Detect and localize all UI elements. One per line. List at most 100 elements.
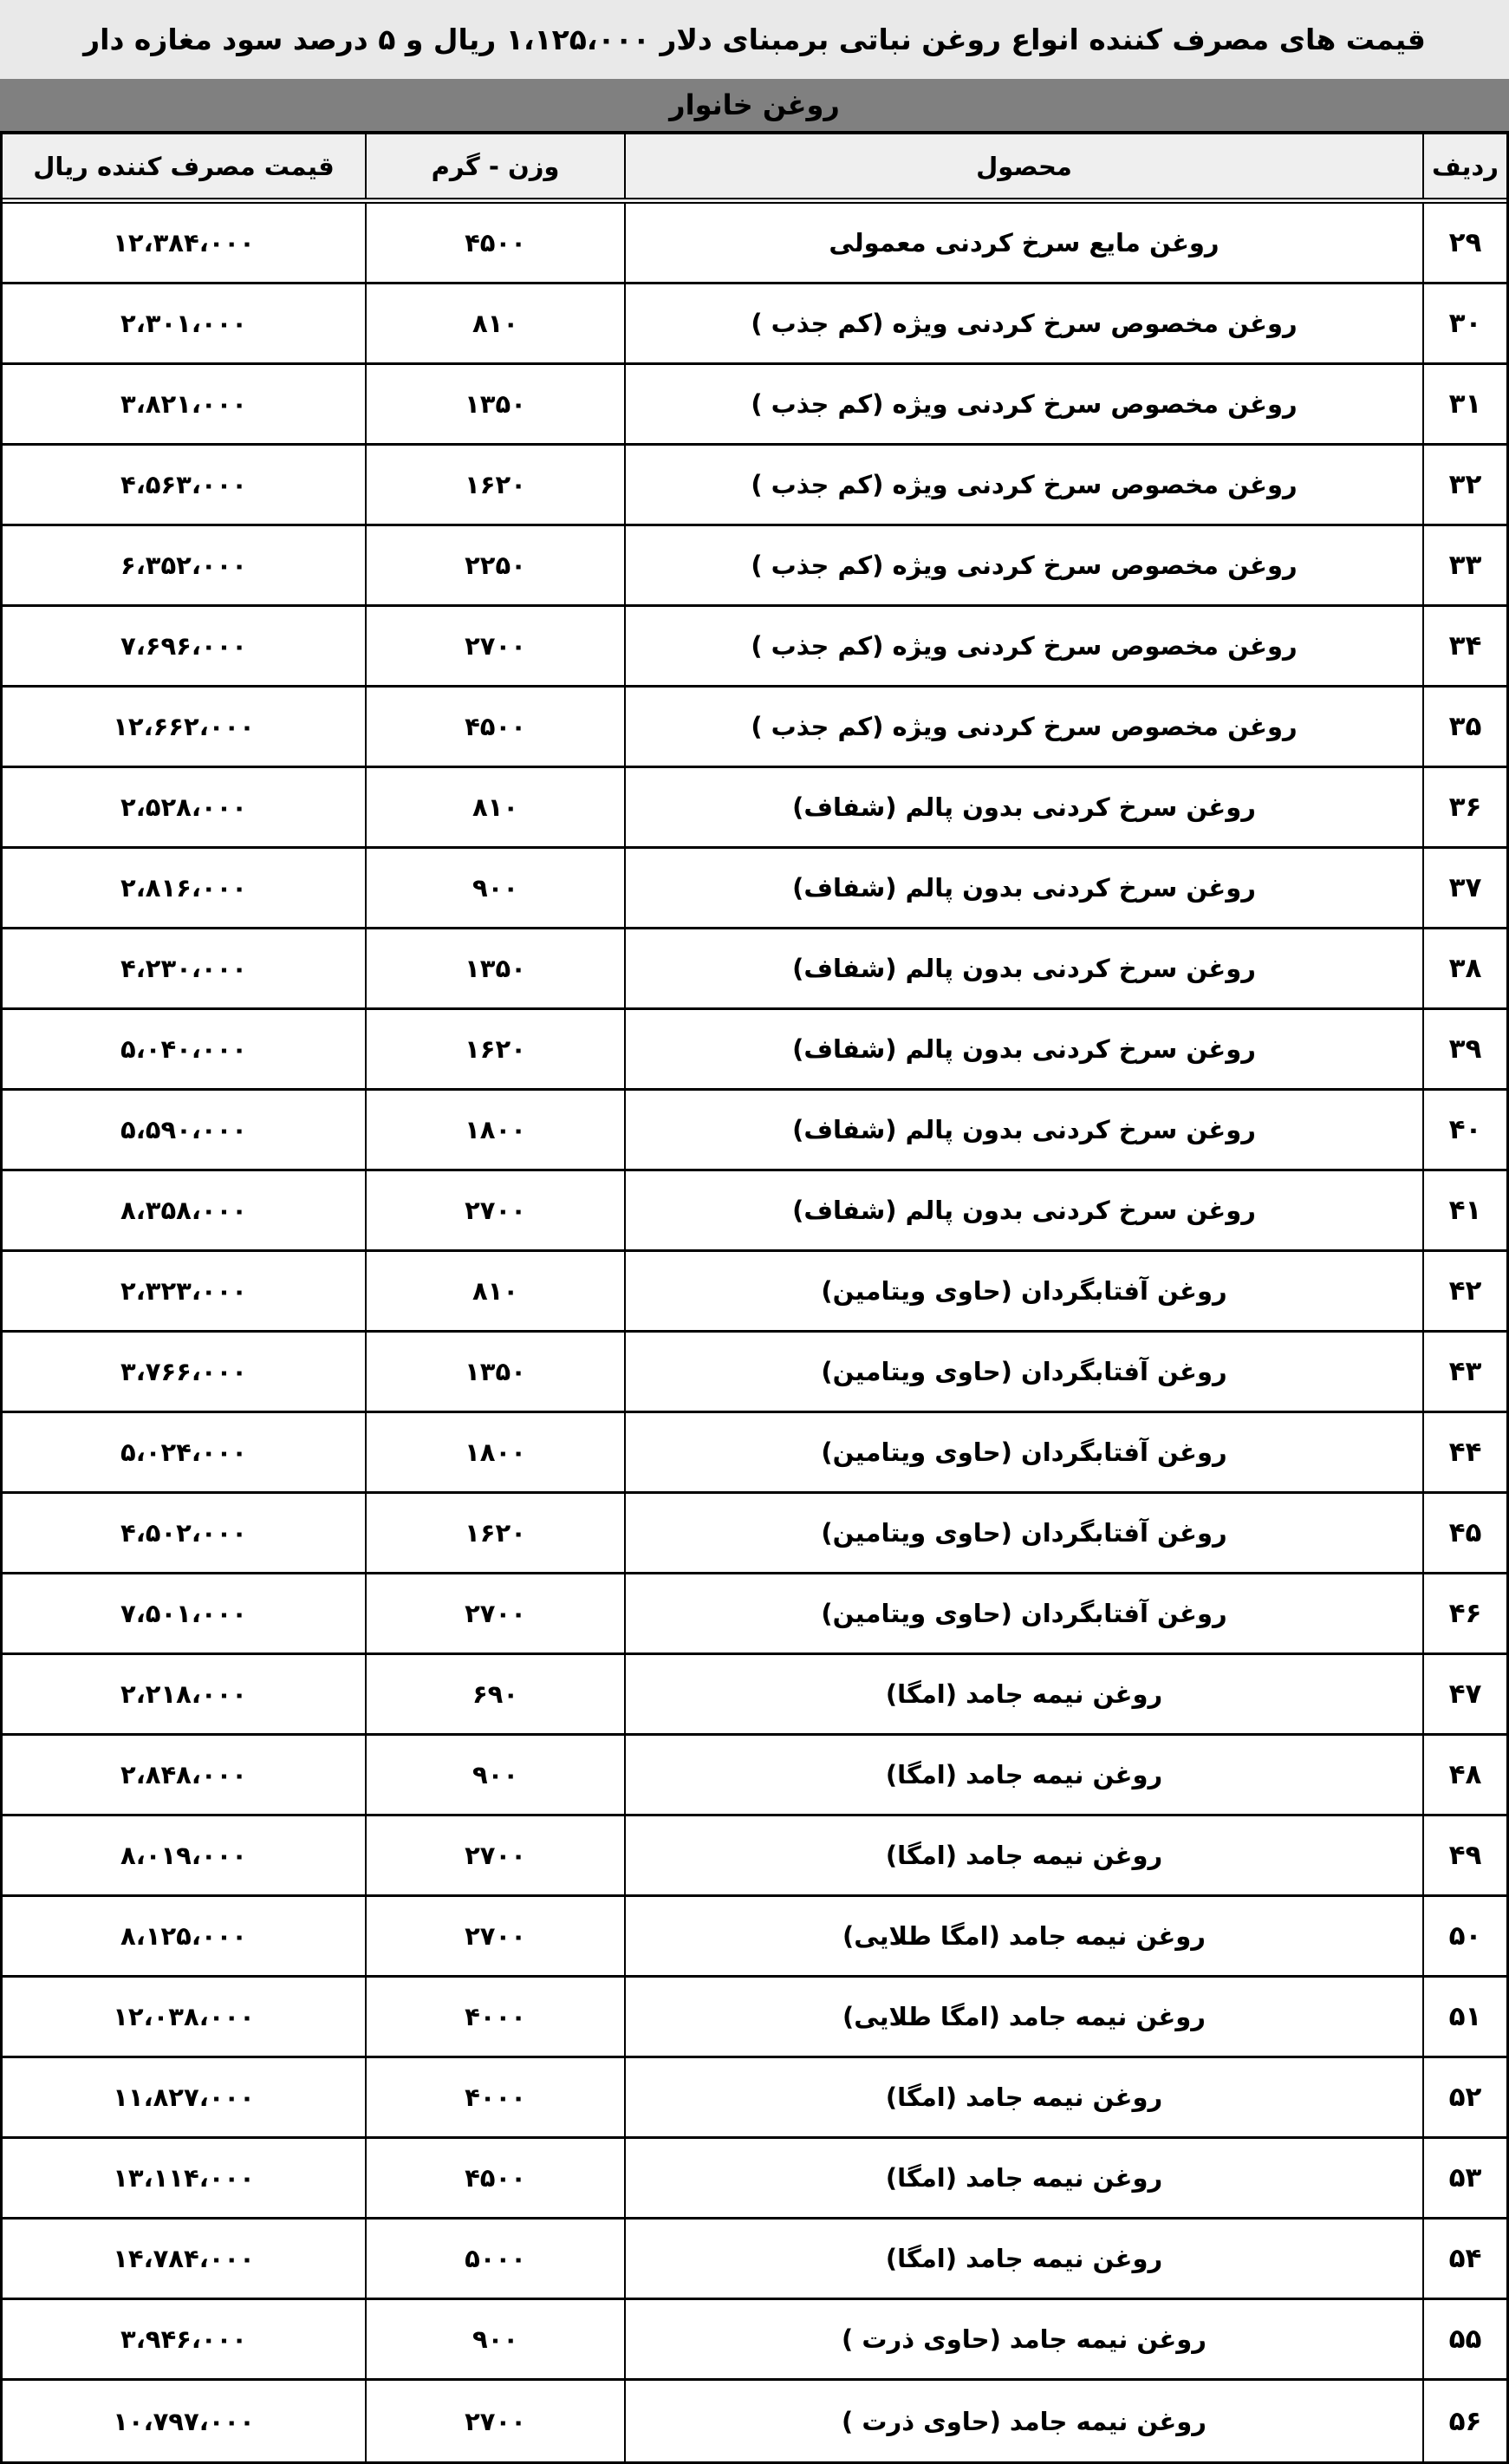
table-row: ۳۶ روغن سرخ کردنی بدون پالم (شفاف) ۸۱۰ ۲… [3,768,1506,849]
consumer-price-cell: ۱۱،۸۲۷،۰۰۰ [3,2058,367,2136]
row-number-cell: ۴۷ [1448,1679,1482,1710]
weight-grams-cell: ۵۰۰۰ [367,2220,626,2298]
product-name-cell: روغن مخصوص سرخ کردنی ویژه (کم جذب ) [626,607,1424,685]
table-row: ۳۴ روغن مخصوص سرخ کردنی ویژه (کم جذب ) ۲… [3,607,1506,688]
consumer-price-cell: ۲،۸۱۶،۰۰۰ [3,849,367,927]
column-header-product: محصول [626,134,1424,198]
consumer-price-cell: ۲،۵۲۸،۰۰۰ [3,768,367,846]
product-name-cell: روغن نیمه جامد (حاوی ذرت ) [626,2381,1424,2461]
consumer-price-cell: ۵،۰۲۴،۰۰۰ [3,1413,367,1491]
consumer-price-cell: ۲،۳۰۱،۰۰۰ [3,284,367,362]
table-row: ۴۷ روغن نیمه جامد (امگا) ۶۹۰ ۲،۲۱۸،۰۰۰ [3,1655,1506,1736]
row-number-cell: ۵۰ [1448,1920,1482,1952]
table-row: ۴۴ روغن آفتابگردان (حاوی ویتامین) ۱۸۰۰ ۵… [3,1413,1506,1494]
table-header-row: ردیف محصول وزن - گرم قیمت مصرف کننده ریا… [3,134,1506,204]
table-row: ۳۲ روغن مخصوص سرخ کردنی ویژه (کم جذب ) ۱… [3,446,1506,526]
section-header-household-oil: روغن خانوار [0,78,1509,131]
weight-grams-cell: ۱۶۲۰ [367,1010,626,1088]
table-row: ۴۹ روغن نیمه جامد (امگا) ۲۷۰۰ ۸،۰۱۹،۰۰۰ [3,1816,1506,1897]
row-number-cell: ۴۹ [1448,1840,1482,1871]
row-number-cell: ۳۹ [1448,1033,1482,1065]
weight-grams-cell: ۲۷۰۰ [367,607,626,685]
consumer-price-cell: ۵،۰۴۰،۰۰۰ [3,1010,367,1088]
weight-grams-cell: ۱۳۵۰ [367,365,626,443]
table-row: ۴۲ روغن آفتابگردان (حاوی ویتامین) ۸۱۰ ۲،… [3,1252,1506,1333]
consumer-price-cell: ۳،۷۶۶،۰۰۰ [3,1333,367,1411]
consumer-price-cell: ۳،۸۲۱،۰۰۰ [3,365,367,443]
product-name-cell: روغن سرخ کردنی بدون پالم (شفاف) [626,1010,1424,1088]
consumer-price-cell: ۴،۵۶۳،۰۰۰ [3,446,367,524]
row-number-cell: ۳۸ [1448,953,1482,984]
product-name-cell: روغن سرخ کردنی بدون پالم (شفاف) [626,1091,1424,1169]
weight-grams-cell: ۸۱۰ [367,284,626,362]
table-row: ۳۹ روغن سرخ کردنی بدون پالم (شفاف) ۱۶۲۰ … [3,1010,1506,1091]
row-number-cell: ۳۳ [1448,550,1482,581]
product-name-cell: روغن نیمه جامد (امگا طلایی) [626,1978,1424,2056]
table-row: ۲۹ روغن مایع سرخ کردنی معمولی ۴۵۰۰ ۱۲،۳۸… [3,204,1506,284]
row-number-cell: ۵۴ [1448,2243,1482,2274]
weight-grams-cell: ۸۱۰ [367,768,626,846]
product-name-cell: روغن مخصوص سرخ کردنی ویژه (کم جذب ) [626,365,1424,443]
table-row: ۴۸ روغن نیمه جامد (امگا) ۹۰۰ ۲،۸۴۸،۰۰۰ [3,1736,1506,1816]
weight-grams-cell: ۴۵۰۰ [367,2139,626,2217]
product-name-cell: روغن آفتابگردان (حاوی ویتامین) [626,1252,1424,1330]
product-name-cell: روغن مخصوص سرخ کردنی ویژه (کم جذب ) [626,284,1424,362]
consumer-price-cell: ۸،۱۲۵،۰۰۰ [3,1897,367,1975]
price-table: ردیف محصول وزن - گرم قیمت مصرف کننده ریا… [0,131,1509,2464]
consumer-price-cell: ۷،۵۰۱،۰۰۰ [3,1574,367,1652]
product-name-cell: روغن مخصوص سرخ کردنی ویژه (کم جذب ) [626,526,1424,604]
table-row: ۴۱ روغن سرخ کردنی بدون پالم (شفاف) ۲۷۰۰ … [3,1171,1506,1252]
weight-grams-cell: ۸۱۰ [367,1252,626,1330]
table-row: ۵۱ روغن نیمه جامد (امگا طلایی) ۴۰۰۰ ۱۲،۰… [3,1978,1506,2058]
row-number-cell: ۳۶ [1448,792,1482,823]
product-name-cell: روغن نیمه جامد (امگا) [626,2058,1424,2136]
weight-grams-cell: ۲۷۰۰ [367,1897,626,1975]
weight-grams-cell: ۲۲۵۰ [367,526,626,604]
row-number-cell: ۴۴ [1448,1437,1482,1468]
table-row: ۵۰ روغن نیمه جامد (امگا طلایی) ۲۷۰۰ ۸،۱۲… [3,1897,1506,1978]
table-row: ۵۶ روغن نیمه جامد (حاوی ذرت ) ۲۷۰۰ ۱۰،۷۹… [3,2381,1506,2461]
consumer-price-cell: ۱۲،۰۳۸،۰۰۰ [3,1978,367,2056]
table-row: ۳۱ روغن مخصوص سرخ کردنی ویژه (کم جذب ) ۱… [3,365,1506,446]
weight-grams-cell: ۴۵۰۰ [367,204,626,282]
row-number-cell: ۵۵ [1448,2324,1482,2355]
column-header-consumer-price-rial: قیمت مصرف کننده ریال [3,134,367,198]
row-number-cell: ۴۵ [1448,1517,1482,1548]
product-name-cell: روغن نیمه جامد (حاوی ذرت ) [626,2300,1424,2378]
product-name-cell: روغن نیمه جامد (امگا) [626,1655,1424,1733]
weight-grams-cell: ۱۸۰۰ [367,1413,626,1491]
product-name-cell: روغن نیمه جامد (امگا) [626,2139,1424,2217]
product-name-cell: روغن سرخ کردنی بدون پالم (شفاف) [626,768,1424,846]
table-row: ۵۴ روغن نیمه جامد (امگا) ۵۰۰۰ ۱۴،۷۸۴،۰۰۰ [3,2220,1506,2300]
product-name-cell: روغن آفتابگردان (حاوی ویتامین) [626,1333,1424,1411]
weight-grams-cell: ۹۰۰ [367,849,626,927]
weight-grams-cell: ۴۰۰۰ [367,1978,626,2056]
row-number-cell: ۳۲ [1448,469,1482,500]
weight-grams-cell: ۴۵۰۰ [367,688,626,766]
weight-grams-cell: ۲۷۰۰ [367,1816,626,1894]
row-number-cell: ۵۳ [1448,2162,1482,2193]
consumer-price-cell: ۳،۹۴۶،۰۰۰ [3,2300,367,2378]
row-number-cell: ۴۸ [1448,1759,1482,1790]
consumer-price-cell: ۱۲،۶۶۲،۰۰۰ [3,688,367,766]
table-row: ۴۵ روغن آفتابگردان (حاوی ویتامین) ۱۶۲۰ ۴… [3,1494,1506,1574]
row-number-cell: ۳۵ [1448,711,1482,742]
product-name-cell: روغن سرخ کردنی بدون پالم (شفاف) [626,929,1424,1007]
document-title: قیمت های مصرف کننده انواع روغن نباتی برم… [0,0,1509,79]
product-name-cell: روغن نیمه جامد (امگا) [626,2220,1424,2298]
row-number-cell: ۳۱ [1448,388,1482,420]
row-number-cell: ۳۰ [1448,308,1482,339]
table-row: ۴۳ روغن آفتابگردان (حاوی ویتامین) ۱۳۵۰ ۳… [3,1333,1506,1413]
table-row: ۳۳ روغن مخصوص سرخ کردنی ویژه (کم جذب ) ۲… [3,526,1506,607]
table-row: ۵۲ روغن نیمه جامد (امگا) ۴۰۰۰ ۱۱،۸۲۷،۰۰۰ [3,2058,1506,2139]
consumer-price-cell: ۱۴،۷۸۴،۰۰۰ [3,2220,367,2298]
product-name-cell: روغن آفتابگردان (حاوی ویتامین) [626,1574,1424,1652]
consumer-price-cell: ۸،۳۵۸،۰۰۰ [3,1171,367,1249]
table-row: ۳۷ روغن سرخ کردنی بدون پالم (شفاف) ۹۰۰ ۲… [3,849,1506,929]
weight-grams-cell: ۹۰۰ [367,2300,626,2378]
weight-grams-cell: ۱۸۰۰ [367,1091,626,1169]
consumer-price-cell: ۴،۲۳۰،۰۰۰ [3,929,367,1007]
table-row: ۳۸ روغن سرخ کردنی بدون پالم (شفاف) ۱۳۵۰ … [3,929,1506,1010]
row-number-cell: ۴۱ [1448,1195,1482,1226]
